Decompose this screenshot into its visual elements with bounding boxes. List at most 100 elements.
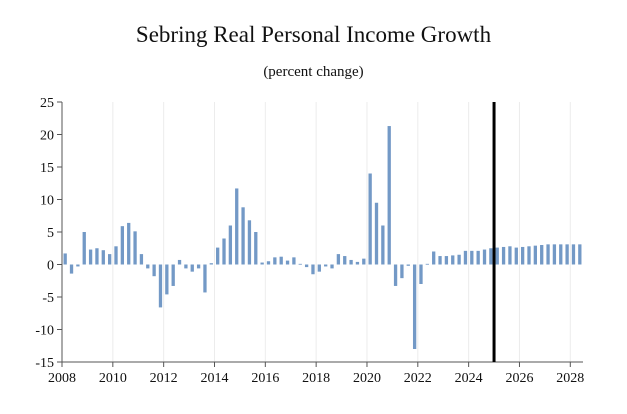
bar [514, 247, 518, 265]
bar [139, 254, 144, 265]
bar [533, 245, 537, 265]
bar [190, 264, 194, 272]
x-tick-label: 2010 [99, 371, 127, 386]
bar [63, 253, 67, 265]
bar [273, 257, 277, 265]
x-tick-label: 2026 [505, 371, 533, 386]
bar [247, 220, 252, 265]
x-tick-label: 2016 [251, 371, 279, 386]
bar [101, 250, 105, 265]
bar [114, 246, 118, 265]
x-tick-label: 2024 [455, 371, 483, 386]
bar [82, 232, 86, 265]
x-tick-label: 2020 [353, 371, 381, 386]
bar [127, 222, 131, 265]
bar [362, 258, 366, 265]
bar [482, 249, 487, 265]
bar [260, 262, 264, 265]
bar [552, 244, 557, 265]
bar [158, 264, 163, 308]
bar [501, 246, 506, 265]
x-tick-label: 2022 [404, 371, 432, 386]
y-tick-label: 20 [40, 129, 54, 144]
bar [317, 264, 321, 272]
x-tick-label: 2012 [150, 371, 178, 386]
bar [177, 259, 182, 265]
bar [152, 264, 156, 277]
bar [146, 264, 150, 269]
bar [298, 263, 302, 265]
bar [571, 244, 576, 265]
bar [196, 264, 201, 269]
bar [374, 202, 379, 265]
bar [241, 207, 245, 265]
bar [184, 264, 188, 269]
bar [387, 126, 391, 265]
bar [330, 264, 334, 269]
y-axis-ticks: 25 20 15 10 5 0 -5 -10 -15 [35, 96, 62, 371]
bar [508, 246, 512, 265]
bar [495, 247, 499, 265]
bar [470, 250, 474, 265]
bar [209, 263, 213, 265]
bar [546, 244, 550, 265]
bar [216, 247, 220, 265]
bar [108, 254, 112, 265]
y-tick-label: -10 [35, 324, 54, 339]
chart-title: Sebring Real Personal Income Growth [135, 22, 492, 47]
bar [520, 246, 525, 265]
bar [425, 263, 429, 265]
y-tick-label: 25 [40, 96, 54, 111]
bar [343, 256, 347, 265]
y-tick-label: 5 [47, 226, 54, 241]
bar [133, 231, 137, 265]
bar [69, 264, 74, 274]
bar [254, 232, 258, 265]
bar [228, 225, 233, 265]
bar [266, 261, 271, 265]
bar [203, 264, 207, 293]
bar [565, 244, 569, 265]
bar [76, 264, 80, 267]
bar [336, 254, 341, 265]
bar [457, 254, 461, 265]
x-tick-label: 2008 [48, 371, 76, 386]
bar [381, 225, 385, 265]
bar [311, 264, 315, 275]
bar [393, 264, 398, 286]
y-tick-label: 0 [47, 259, 54, 274]
x-tick-label: 2028 [556, 371, 584, 386]
bar [559, 244, 563, 265]
bar [355, 261, 360, 265]
bar [444, 256, 449, 265]
x-axis-ticks: 2008 2010 2012 2014 2016 2018 2020 2022 2024 2026… [48, 362, 584, 386]
bar [285, 260, 290, 265]
bar [222, 238, 226, 265]
bar [95, 248, 99, 265]
y-tick-label: -5 [42, 291, 54, 306]
bar [451, 255, 455, 265]
y-tick-label: 10 [40, 194, 54, 209]
x-tick-label: 2018 [302, 371, 330, 386]
bar [476, 250, 480, 265]
bar [324, 264, 328, 267]
bar [412, 264, 417, 349]
bar [235, 188, 239, 265]
bar [463, 250, 468, 265]
chart-subtitle: (percent change) [263, 64, 364, 80]
bar [527, 246, 531, 265]
bar [349, 259, 353, 265]
bar [304, 264, 309, 268]
y-tick-label: -15 [35, 356, 54, 371]
bar [292, 257, 296, 265]
axes [61, 102, 583, 363]
bar [540, 245, 544, 265]
bar [432, 251, 436, 265]
bar [438, 256, 442, 265]
bar [88, 249, 93, 265]
y-tick-label: 15 [40, 161, 54, 176]
bar [489, 248, 493, 265]
bar [171, 264, 175, 286]
bar [419, 264, 423, 284]
